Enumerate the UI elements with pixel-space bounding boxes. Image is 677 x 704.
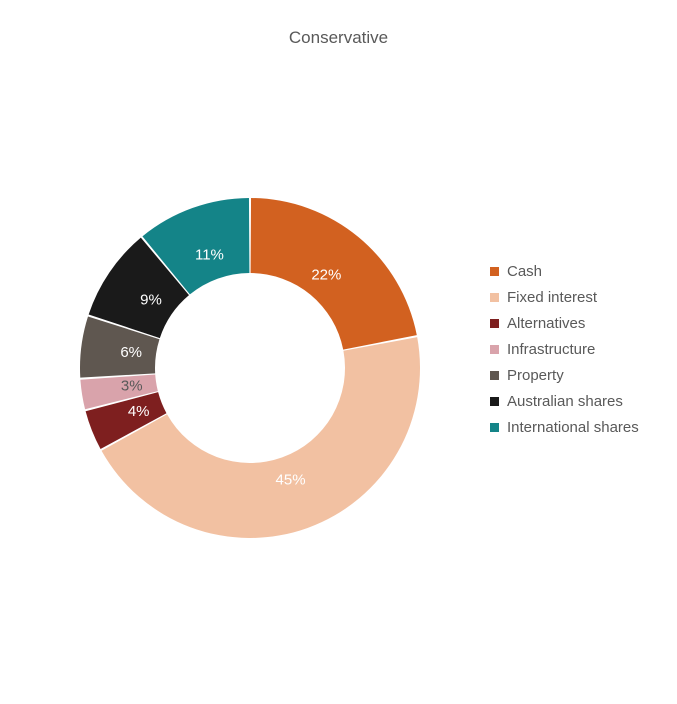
slice-label-property: 6% bbox=[120, 344, 142, 361]
slice-label-fixed-interest: 45% bbox=[276, 472, 306, 489]
legend-label: Cash bbox=[507, 263, 542, 280]
legend-item-property: Property bbox=[490, 367, 639, 384]
slice-label-infrastructure: 3% bbox=[121, 378, 143, 395]
legend-label: Australian shares bbox=[507, 393, 623, 410]
legend: Cash Fixed interest Alternatives Infrastruc… bbox=[490, 254, 639, 445]
legend-swatch bbox=[490, 371, 499, 380]
legend-item-alternatives: Alternatives bbox=[490, 315, 639, 332]
legend-swatch bbox=[490, 267, 499, 276]
legend-label: Fixed interest bbox=[507, 289, 597, 306]
legend-item-infrastructure: Infrastructure bbox=[490, 341, 639, 358]
legend-swatch bbox=[490, 397, 499, 406]
legend-label: Alternatives bbox=[507, 315, 585, 332]
legend-item-australian-shares: Australian shares bbox=[490, 393, 639, 410]
slice-label-alternatives: 4% bbox=[128, 403, 150, 420]
legend-swatch bbox=[490, 293, 499, 302]
slice-label-cash: 22% bbox=[311, 267, 341, 284]
legend-swatch bbox=[490, 423, 499, 432]
slice-label-australian-shares: 9% bbox=[140, 292, 162, 309]
chart-stage: 22% 45% 4% 3% 6% 9% 11% Cash Fixed interest Alte… bbox=[0, 48, 677, 688]
legend-item-fixed-interest: Fixed interest bbox=[490, 289, 639, 306]
chart-title: Conservative bbox=[0, 0, 677, 48]
legend-label: Property bbox=[507, 367, 564, 384]
legend-label: Infrastructure bbox=[507, 341, 595, 358]
legend-label: International shares bbox=[507, 419, 639, 436]
donut-chart: 22% 45% 4% 3% 6% 9% 11% bbox=[20, 158, 480, 578]
slice-label-international-shares: 11% bbox=[195, 246, 224, 263]
legend-item-cash: Cash bbox=[490, 263, 639, 280]
legend-item-international-shares: International shares bbox=[490, 419, 639, 436]
legend-swatch bbox=[490, 319, 499, 328]
legend-swatch bbox=[490, 345, 499, 354]
